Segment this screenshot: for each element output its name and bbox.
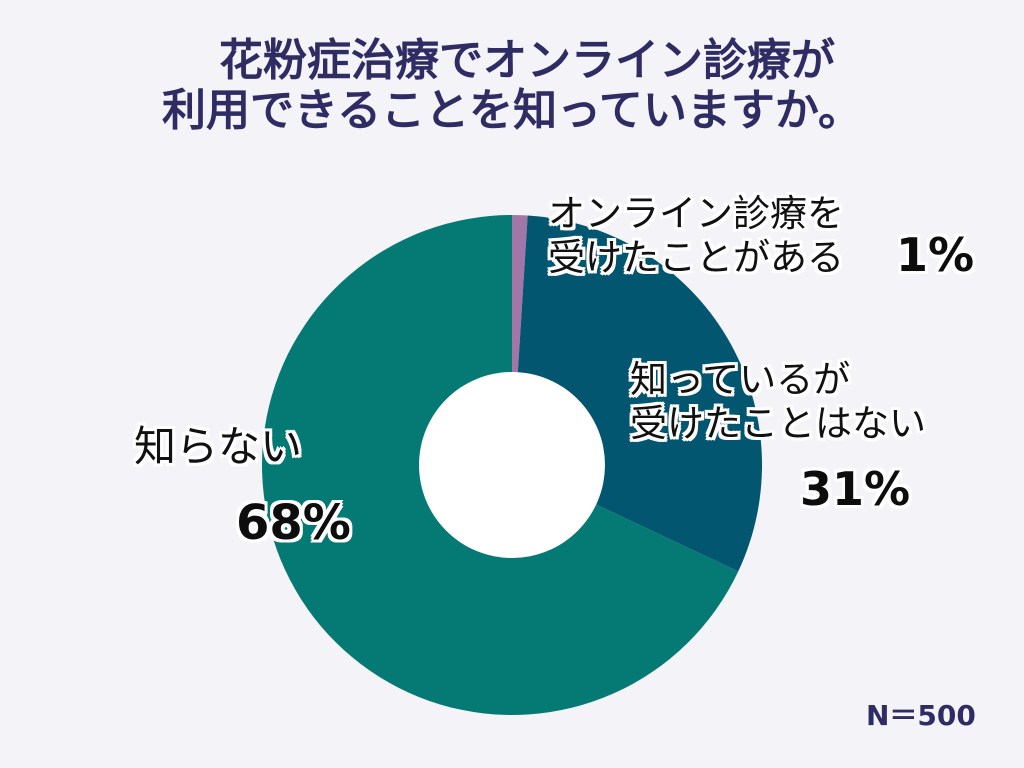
chart-title: 花粉症治療でオンライン診療が 利用できることを知っていますか。 xyxy=(0,36,1024,136)
label-unknown-line-1: 知らない xyxy=(134,422,303,471)
chart-title-line-2: 利用できることを知っていますか。 xyxy=(161,85,863,136)
label-online-experienced-percent: 1% xyxy=(896,228,975,282)
label-known-not-used-percent: 31% xyxy=(800,462,911,516)
label-online-experienced-line-1: オンライン診療を xyxy=(548,192,844,235)
label-online-experienced-line-2: 受けたことがある xyxy=(548,236,844,279)
label-known-not-used-line-1: 知っているが xyxy=(630,358,851,401)
label-unknown-percent: 68% xyxy=(236,495,351,551)
label-known-not-used: 知っているが 受けたことはない 31% xyxy=(630,358,926,514)
label-known-not-used-line-2: 受けたことはない xyxy=(630,402,926,445)
chart-title-line-1: 花粉症治療でオンライン診療が xyxy=(219,35,835,86)
label-unknown: 知らない 68% xyxy=(134,422,351,548)
sample-size: N＝500 xyxy=(866,699,976,732)
donut-hole xyxy=(419,372,605,558)
label-online-experienced: オンライン診療を 受けたことがある 1% xyxy=(548,192,974,280)
